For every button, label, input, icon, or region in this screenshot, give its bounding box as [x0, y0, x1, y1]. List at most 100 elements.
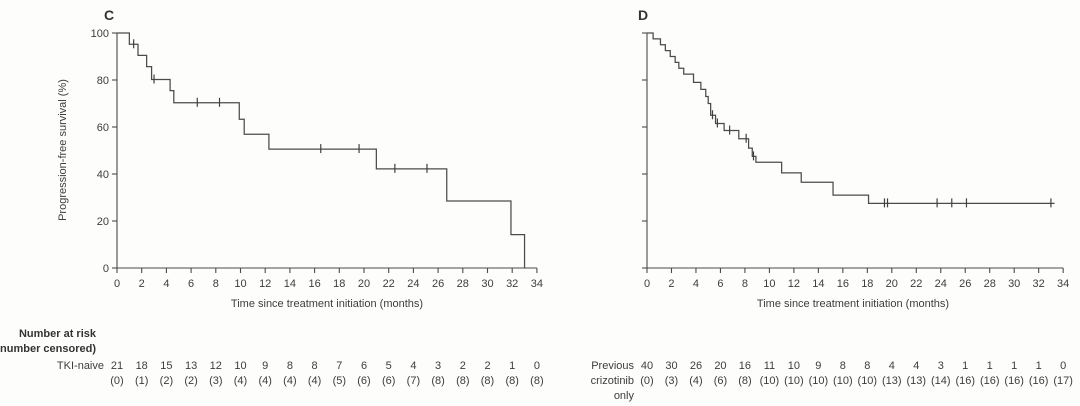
at-risk-censored: (6) [357, 375, 370, 387]
at-risk-subheader-c: (number censored) [0, 343, 96, 355]
x-tick-label: 0 [644, 278, 650, 290]
at-risk-censored: (3) [665, 375, 678, 387]
x-tick-label: 4 [693, 278, 699, 290]
x-tick-label: 34 [531, 278, 543, 290]
at-risk-count: 30 [665, 360, 677, 372]
y-tick-label: 60 [97, 122, 109, 134]
at-risk-censored: (0) [640, 375, 653, 387]
y-tick-label: 0 [103, 263, 109, 275]
at-risk-values-c: 21(0)18(1)15(2)13(2)12(3)10(4)9(4)8(4)8(… [110, 360, 543, 387]
km-step-curve [117, 32, 526, 268]
at-risk-censored: (10) [760, 375, 780, 387]
at-risk-censored: (16) [1004, 375, 1024, 387]
at-risk-censored: (0) [110, 375, 123, 387]
at-risk-count: 5 [386, 360, 392, 372]
at-risk-count: 8 [312, 360, 318, 372]
at-risk-count: 10 [234, 360, 246, 372]
km-plot-d: D 0 2 4 6 8 10 12 14 16 18 20 22 24 26 28 30 32 34 Time s… [591, 7, 1073, 402]
x-tick-label: 20 [358, 278, 370, 290]
at-risk-count: 12 [210, 360, 222, 372]
at-risk-censored: (8) [530, 375, 543, 387]
at-risk-count: 15 [160, 360, 172, 372]
at-risk-count: 16 [739, 360, 751, 372]
x-tick-label: 2 [139, 278, 145, 290]
x-tick-label: 16 [308, 278, 320, 290]
at-risk-censored: (16) [980, 375, 1000, 387]
at-risk-count: 20 [714, 360, 726, 372]
at-risk-count: 3 [435, 360, 441, 372]
x-tick-label: 22 [383, 278, 395, 290]
at-risk-censored: (8) [505, 375, 518, 387]
km-curve-d [647, 32, 1055, 208]
x-tick-label: 24 [935, 278, 947, 290]
x-tick-label: 24 [407, 278, 419, 290]
at-risk-censored: (14) [931, 375, 951, 387]
x-tick-label: 10 [234, 278, 246, 290]
at-risk-count: 40 [641, 360, 653, 372]
x-axis-title-d: Time since treatment initiation (months) [757, 298, 949, 310]
x-tick-label: 8 [213, 278, 219, 290]
x-tick-label: 26 [432, 278, 444, 290]
at-risk-censored: (6) [382, 375, 395, 387]
at-risk-censored: (3) [209, 375, 222, 387]
x-tick-label: 18 [861, 278, 873, 290]
axis-spine [116, 33, 537, 269]
at-risk-count: 9 [262, 360, 268, 372]
at-risk-censored: (10) [858, 375, 878, 387]
x-tick-label: 14 [812, 278, 824, 290]
at-risk-count: 2 [460, 360, 466, 372]
at-risk-count: 1 [1011, 360, 1017, 372]
x-tick-label: 12 [259, 278, 271, 290]
x-tick-label: 0 [114, 278, 120, 290]
at-risk-censored: (1) [135, 375, 148, 387]
at-risk-censored: (10) [809, 375, 829, 387]
x-tick-label: 6 [188, 278, 194, 290]
x-tick-label: 10 [763, 278, 775, 290]
at-risk-count: 1 [987, 360, 993, 372]
at-risk-censored: (4) [234, 375, 247, 387]
y-tick-label: 20 [97, 216, 109, 228]
at-risk-count: 9 [815, 360, 821, 372]
at-risk-censored: (8) [738, 375, 751, 387]
x-tick-label: 26 [959, 278, 971, 290]
at-risk-count: 8 [840, 360, 846, 372]
at-risk-count: 18 [136, 360, 148, 372]
at-risk-count: 4 [410, 360, 416, 372]
at-risk-count: 1 [509, 360, 515, 372]
at-risk-censored: (4) [258, 375, 271, 387]
at-risk-row-label-c: TKI-naive [57, 360, 104, 372]
x-tick-label: 32 [506, 278, 518, 290]
at-risk-count: 7 [336, 360, 342, 372]
x-tick-label: 2 [668, 278, 674, 290]
at-risk-count: 26 [690, 360, 702, 372]
at-risk-censored: (4) [283, 375, 296, 387]
axis-spine [646, 33, 1064, 269]
x-tick-label: 8 [742, 278, 748, 290]
at-risk-count: 10 [788, 360, 800, 372]
at-risk-count: 11 [764, 360, 775, 372]
at-risk-censored: (16) [955, 375, 975, 387]
at-risk-censored: (16) [1029, 375, 1049, 387]
x-tick-label: 20 [886, 278, 898, 290]
at-risk-count: 8 [287, 360, 293, 372]
x-tick-label: 32 [1033, 278, 1045, 290]
at-risk-count: 2 [484, 360, 490, 372]
y-tick-label: 80 [97, 75, 109, 87]
x-tick-label: 4 [163, 278, 169, 290]
at-risk-header-c: Number at risk [19, 328, 97, 340]
x-tick-label: 34 [1057, 278, 1069, 290]
at-risk-censored: (10) [833, 375, 853, 387]
axes-d: 0 2 4 6 8 10 12 14 16 18 20 22 24 26 28 30 32 34 [642, 32, 1069, 290]
at-risk-censored: (17) [1053, 375, 1073, 387]
at-risk-censored: (4) [308, 375, 321, 387]
at-risk-censored: (6) [714, 375, 727, 387]
x-tick-label: 6 [717, 278, 723, 290]
at-risk-count: 0 [1060, 360, 1066, 372]
at-risk-censored: (10) [784, 375, 804, 387]
km-curve-c [117, 32, 526, 268]
panel-d: D 0 2 4 6 8 10 12 14 16 18 20 22 24 26 28 30 32 34 Time s… [560, 0, 1080, 406]
km-plot-c: C Progression-free survival (%) 02040608… [0, 7, 544, 387]
km-step-curve [647, 32, 1055, 204]
